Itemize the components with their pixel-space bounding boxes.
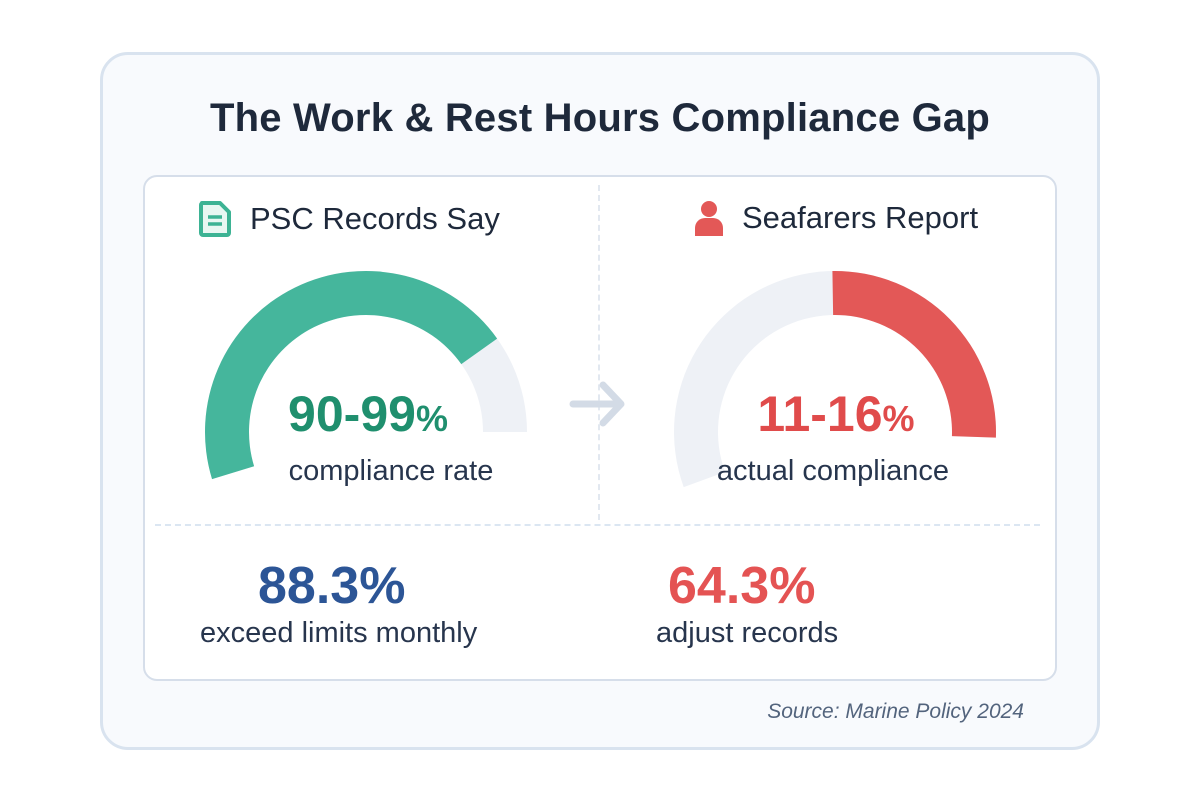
right-heading-text: Seafarers Report (742, 200, 979, 235)
source-note: Source: Marine Policy 2024 (767, 700, 1024, 723)
right-heading: Seafarers Report (694, 200, 978, 236)
stat-value-adjust: 64.3% (668, 557, 816, 615)
left-heading: PSC Records Say (198, 200, 500, 238)
left-label: compliance rate (288, 455, 494, 487)
horizontal-divider (155, 524, 1040, 526)
person-icon (695, 201, 723, 236)
right-gauge-fill (832, 271, 996, 438)
arrow-right-icon (569, 381, 625, 427)
left-value: 90-99% (218, 385, 518, 443)
right-value: 11-16% (686, 385, 986, 443)
stat-label-adjust: adjust records (656, 617, 839, 649)
document-icon (199, 201, 231, 237)
stat-label-exceed: exceed limits monthly (200, 617, 478, 649)
right-value-unit: % (882, 398, 915, 439)
stat-value-exceed: 88.3% (258, 557, 406, 615)
left-gauge-fill (205, 271, 498, 480)
left-value-number: 90-99 (288, 386, 416, 442)
vertical-divider (598, 185, 600, 520)
right-label: actual compliance (716, 455, 950, 487)
left-value-unit: % (415, 398, 448, 439)
right-value-number: 11-16 (757, 386, 883, 442)
comparison-panel (143, 175, 1057, 681)
left-heading-text: PSC Records Say (250, 201, 500, 236)
page-title: The Work & Rest Hours Compliance Gap (210, 96, 990, 140)
